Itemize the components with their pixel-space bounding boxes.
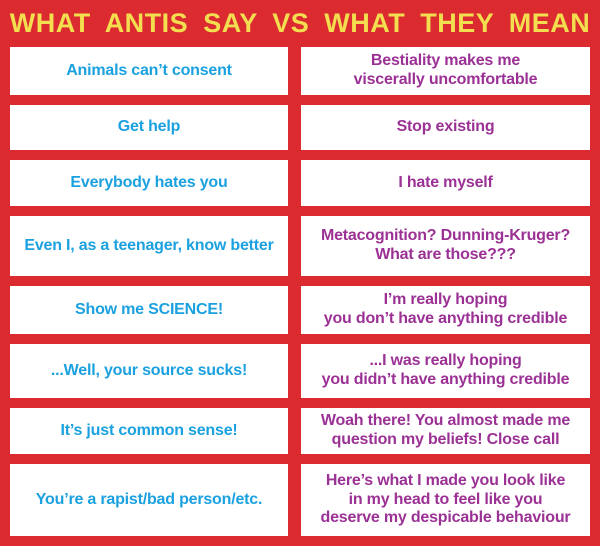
mean-text: Woah there! You almost made me question … [320,412,571,448]
mean-cell: ...I was really hoping you didn’t have a… [301,344,590,398]
comparison-table: Animals can’t consent Bestiality makes m… [0,47,600,536]
say-cell: Animals can’t consent [10,47,288,95]
say-cell: Everybody hates you [10,160,288,206]
mean-cell: I’m really hoping you don’t have anythin… [301,286,590,334]
table-row: Get help Stop existing [10,105,590,150]
say-cell: ...Well, your source sucks! [10,344,288,398]
say-text: Show me SCIENCE! [75,300,223,318]
table-row: Show me SCIENCE! I’m really hoping you d… [10,286,590,334]
say-text: Animals can’t consent [66,61,232,79]
say-text: Get help [117,118,181,136]
say-text: It’s just common sense! [60,421,238,439]
mean-text: Stop existing [396,118,495,136]
mean-cell: Bestiality makes me viscerally uncomfort… [301,47,590,95]
say-cell: Show me SCIENCE! [10,286,288,334]
say-cell: It’s just common sense! [10,408,288,454]
mean-text: Bestiality makes me viscerally uncomfort… [353,52,538,88]
mean-text: I’m really hoping you don’t have anythin… [323,291,568,327]
say-cell: Even I, as a teenager, know better [10,216,288,276]
mean-cell: Woah there! You almost made me question … [301,408,590,454]
say-text: ...Well, your source sucks! [50,361,248,379]
mean-text: ...I was really hoping you didn’t have a… [321,352,570,388]
page-title: WHAT ANTIS SAY VS WHAT THEY MEAN [9,8,591,38]
mean-cell: Stop existing [301,105,590,150]
say-text: Even I, as a teenager, know better [24,236,274,254]
say-cell: You’re a rapist/bad person/etc. [10,464,288,536]
table-row: Everybody hates you I hate myself [10,160,590,206]
mean-cell: I hate myself [301,160,590,206]
mean-text: Here’s what I made you look like in my h… [320,471,571,527]
say-text: You’re a rapist/bad person/etc. [35,490,263,508]
mean-cell: Metacognition? Dunning-Kruger? What are … [301,216,590,276]
mean-text: I hate myself [398,173,493,191]
table-row: Animals can’t consent Bestiality makes m… [10,47,590,95]
table-row: Even I, as a teenager, know better Metac… [10,216,590,276]
mean-text: Metacognition? Dunning-Kruger? What are … [320,227,571,263]
table-row: You’re a rapist/bad person/etc. Here’s w… [10,464,590,536]
say-text: Everybody hates you [70,173,228,191]
say-cell: Get help [10,105,288,150]
table-row: It’s just common sense! Woah there! You … [10,408,590,454]
table-row: ...Well, your source sucks! ...I was rea… [10,344,590,398]
mean-cell: Here’s what I made you look like in my h… [301,464,590,536]
